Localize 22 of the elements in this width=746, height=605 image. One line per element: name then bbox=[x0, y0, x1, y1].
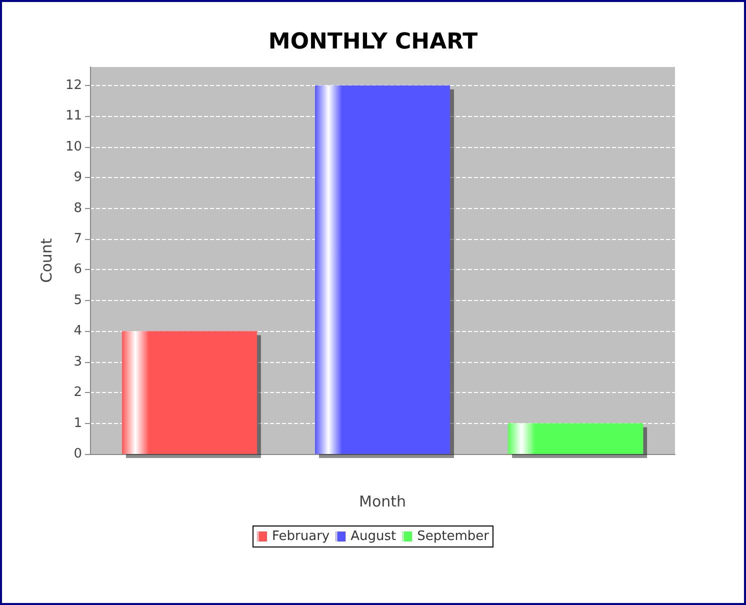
x-axis-title: Month bbox=[358, 492, 406, 510]
y-tick-label: 9 bbox=[74, 170, 82, 186]
bar bbox=[122, 331, 257, 454]
y-tick-label: 7 bbox=[74, 232, 82, 246]
y-tick-label: 11 bbox=[65, 108, 82, 124]
legend-label: August bbox=[350, 529, 396, 544]
bar bbox=[315, 85, 450, 454]
legend-label: February bbox=[272, 529, 330, 544]
y-tick-label: 8 bbox=[74, 200, 82, 216]
y-tick-label: 5 bbox=[74, 292, 82, 308]
y-tick-label: 10 bbox=[65, 139, 82, 154]
chart-title: MONTHLY CHART bbox=[268, 30, 478, 54]
y-tick-label: 3 bbox=[74, 354, 82, 370]
legend-label: September bbox=[417, 529, 490, 544]
y-tick-label: 4 bbox=[74, 324, 82, 339]
y-tick-label: 12 bbox=[65, 78, 82, 93]
y-tick-label: 0 bbox=[74, 446, 82, 462]
y-tick-label: 2 bbox=[74, 385, 82, 400]
y-tick-label: 6 bbox=[74, 262, 82, 278]
bar bbox=[508, 423, 644, 454]
y-axis-title: Count bbox=[38, 238, 56, 283]
y-tick-label: 1 bbox=[74, 416, 82, 431]
